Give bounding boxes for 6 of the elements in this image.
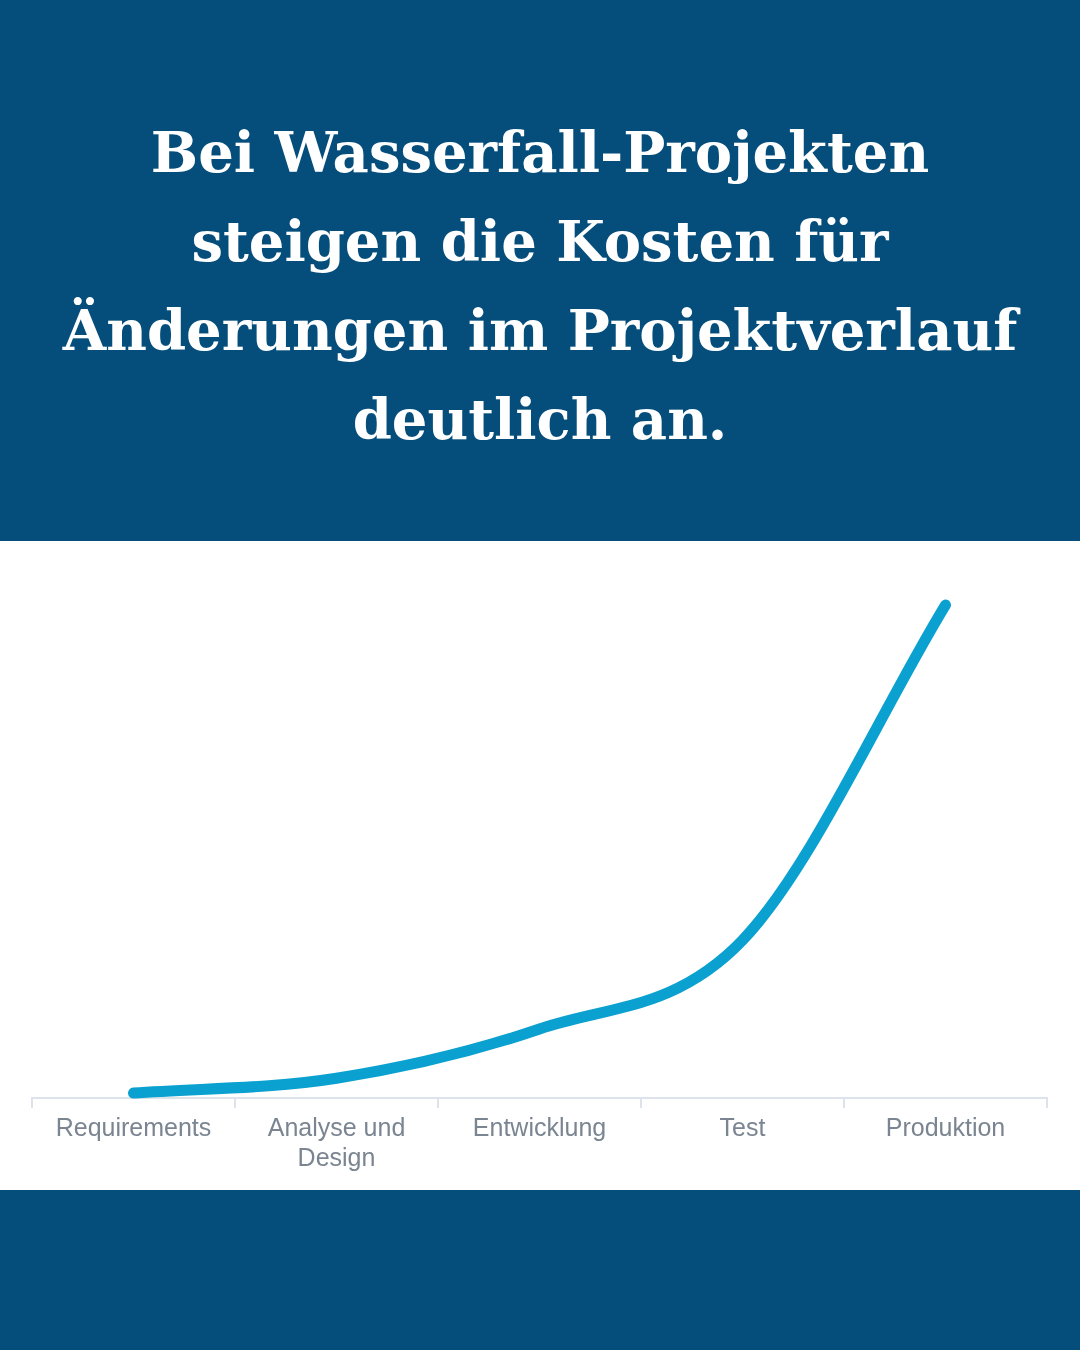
x-tick-label: Analyse und Design — [267, 1112, 406, 1171]
x-tick-label: Entwicklung — [472, 1112, 607, 1141]
x-tick-label: Test — [719, 1112, 766, 1141]
x-tick-label: Produktion — [885, 1112, 1006, 1141]
chart-title: Bei Wasserfall-Projekten steigen die Kosten für Änderungen im Projektverlauf deutlich an. — [61, 118, 1020, 454]
x-tick-label: Requirements — [55, 1112, 212, 1141]
